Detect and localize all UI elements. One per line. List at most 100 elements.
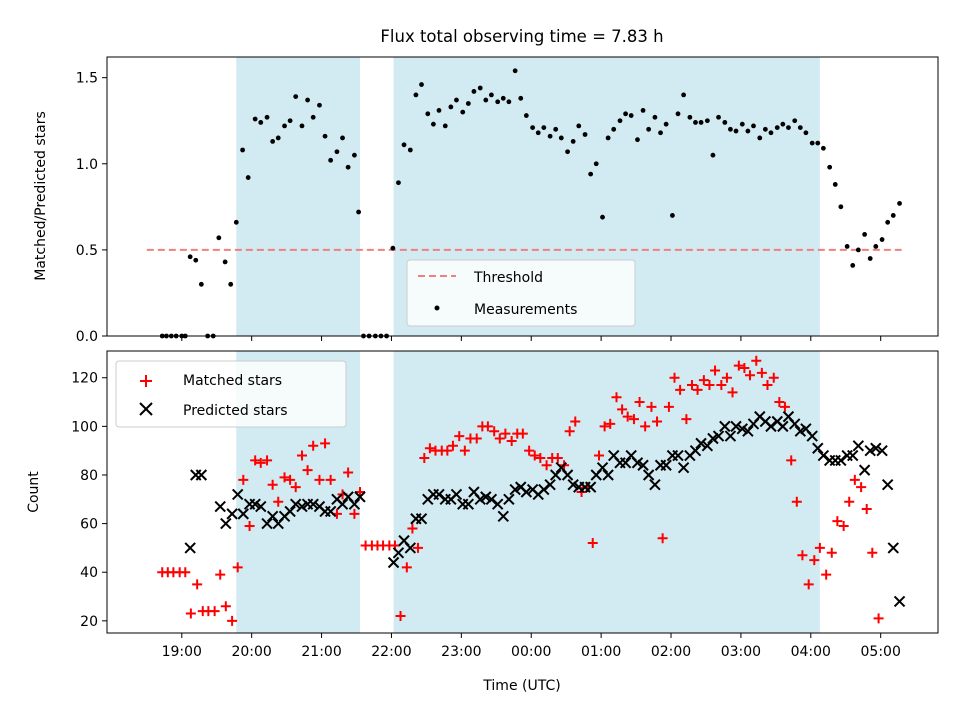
measurement-point xyxy=(593,161,599,167)
bottom-y-tick-label: 60 xyxy=(80,517,98,533)
top-x-axis-ticks xyxy=(181,336,882,341)
measurement-point xyxy=(855,247,861,253)
matched-star-point xyxy=(273,496,284,507)
predicted-star-point xyxy=(789,418,801,430)
matched-star-point xyxy=(355,487,366,497)
predicted-star-point xyxy=(876,444,888,457)
matched-star-point xyxy=(640,421,651,432)
matched-star-point xyxy=(267,479,278,490)
predicted-star-point xyxy=(887,542,899,554)
legend-predicted-label: Predicted stars xyxy=(183,403,288,419)
predicted-star-point xyxy=(462,498,475,510)
measurement-point xyxy=(890,213,896,218)
predicted-star-point xyxy=(266,510,279,523)
predicted-star-point xyxy=(195,469,208,481)
matched-star-point xyxy=(459,445,470,456)
measurement-point xyxy=(495,99,501,105)
matched-star-point xyxy=(809,555,820,566)
measurement-point xyxy=(252,116,258,122)
predicted-star-point xyxy=(450,488,463,501)
predicted-star-point xyxy=(602,469,614,481)
measurement-point xyxy=(774,125,780,131)
matched-star-point xyxy=(250,455,261,466)
measurement-point xyxy=(605,135,611,141)
measurement-point xyxy=(646,126,652,132)
predicted-star-point xyxy=(712,430,725,442)
bottom-y-axis-label: Count xyxy=(26,471,42,513)
measurement-point xyxy=(897,200,902,206)
measurement-point xyxy=(198,281,204,287)
matched-star-point xyxy=(424,443,435,454)
measurement-point xyxy=(305,97,310,103)
predicted-star-point xyxy=(485,493,498,506)
predicted-star-point xyxy=(584,481,597,493)
measurement-point xyxy=(345,164,351,170)
predicted-star-point xyxy=(220,517,232,530)
predicted-star-point xyxy=(660,459,672,471)
predicted-star-point xyxy=(561,469,574,481)
measurement-point xyxy=(334,149,340,155)
predicted-star-point xyxy=(520,486,533,498)
matched-star-point xyxy=(867,547,878,558)
predicted-star-point xyxy=(672,449,684,462)
x-tick-label: 20:00 xyxy=(231,644,271,660)
matched-star-point xyxy=(500,428,511,439)
measurement-point xyxy=(535,130,541,136)
measurement-point xyxy=(454,97,459,103)
predicted-star-point xyxy=(433,488,445,501)
x-axis-label: Time (UTC) xyxy=(482,678,560,694)
matched-star-point xyxy=(838,521,849,532)
matched-star-point xyxy=(768,372,779,383)
measurement-point xyxy=(270,138,276,144)
measurement-point xyxy=(430,121,436,127)
measurement-point xyxy=(663,121,669,127)
measurement-point xyxy=(780,121,786,127)
x-tick-label: 22:00 xyxy=(371,644,411,660)
predicted-star-point xyxy=(689,444,702,457)
measurement-point xyxy=(413,92,419,98)
measurement-point xyxy=(322,133,328,139)
measurement-point xyxy=(885,219,891,225)
matched-star-point xyxy=(873,613,884,624)
bottom-legend-box xyxy=(115,360,347,428)
matched-star-point xyxy=(314,474,325,485)
measurement-point xyxy=(488,92,494,98)
matched-star-point xyxy=(320,438,331,449)
measurement-point xyxy=(565,149,570,155)
measurement-point xyxy=(264,114,270,120)
measurement-point xyxy=(293,94,299,100)
matched-star-point xyxy=(605,418,616,429)
predicted-star-point xyxy=(415,513,428,525)
predicted-star-point xyxy=(497,510,509,523)
measurement-point xyxy=(483,97,489,103)
bottom-x-axis-ticks: 19:00 20:00 21:00 22:00 23:00 00:00 01:00 02:00… xyxy=(162,633,901,660)
predicted-star-point xyxy=(777,420,789,433)
measurement-point xyxy=(862,231,868,237)
measurement-point xyxy=(233,219,239,225)
bottom-y-tick-label: 100 xyxy=(71,419,98,435)
measurement-point xyxy=(570,138,576,144)
matched-star-point xyxy=(442,445,453,456)
predicted-star-point xyxy=(742,425,754,437)
measurement-point xyxy=(500,95,506,101)
bottom-plot-marks xyxy=(157,355,906,626)
measurement-point xyxy=(832,182,838,187)
measurement-point xyxy=(448,104,454,110)
measurement-point xyxy=(640,107,646,113)
predicted-star-point xyxy=(354,491,366,503)
matched-star-point xyxy=(652,416,663,427)
matched-star-point xyxy=(447,440,458,451)
measurement-point xyxy=(282,123,287,129)
measurement-point xyxy=(216,235,222,241)
measurement-point xyxy=(356,209,362,215)
matched-star-point xyxy=(721,372,732,383)
measurement-point xyxy=(687,114,693,120)
matched-star-point xyxy=(471,433,482,444)
matched-star-point xyxy=(774,397,785,408)
measurement-point xyxy=(518,95,524,101)
measurement-point xyxy=(193,257,199,263)
matched-star-point xyxy=(681,414,692,425)
measurement-point xyxy=(710,152,716,158)
matched-star-point xyxy=(594,450,605,461)
measurement-point xyxy=(762,126,768,132)
